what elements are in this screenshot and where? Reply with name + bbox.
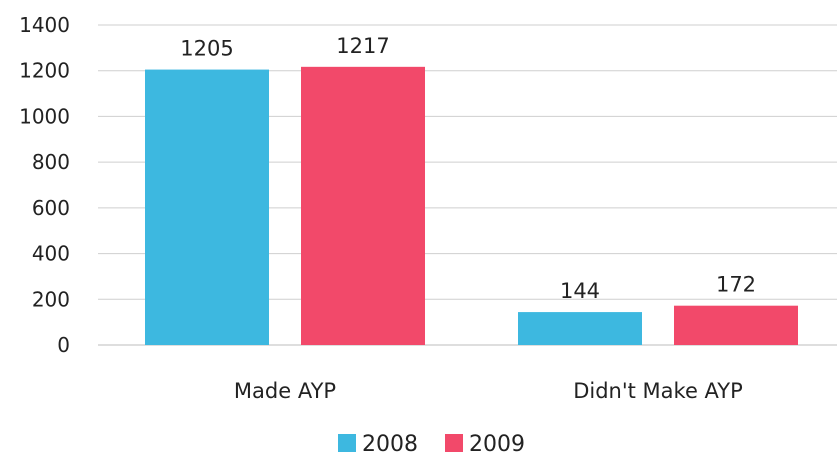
data-labels: 1205 144 1217 172 [180,34,756,303]
y-tick-label: 0 [57,333,70,357]
category-label: Didn't Make AYP [573,379,743,403]
y-tick-label: 1200 [19,59,70,83]
data-label: 144 [560,279,600,303]
legend: 2008 2009 [338,432,525,455]
legend-swatch-2008 [338,434,356,452]
category-labels: Made AYP Didn't Make AYP [234,379,743,403]
legend-label-2008: 2008 [362,432,418,455]
data-label: 172 [716,273,756,297]
data-label: 1205 [180,37,233,61]
legend-label-2009: 2009 [469,432,525,455]
y-tick-label: 1000 [19,104,70,128]
y-tick-label: 600 [32,196,70,220]
y-tick-label: 200 [32,287,70,311]
bar-2009-didnt-make-ayp [674,305,798,345]
bar-2008-made-ayp [145,69,269,346]
bar-2009-made-ayp [301,66,425,345]
bars [145,66,798,346]
y-tick-label: 400 [32,242,70,266]
y-tick-label: 800 [32,150,70,174]
category-label: Made AYP [234,379,336,403]
legend-swatch-2009 [445,434,463,452]
data-label: 1217 [336,34,389,58]
y-tick-label: 1400 [19,13,70,37]
y-axis-ticks: 0 200 400 600 800 1000 1200 1400 [19,13,70,357]
bar-2008-didnt-make-ayp [518,312,642,345]
